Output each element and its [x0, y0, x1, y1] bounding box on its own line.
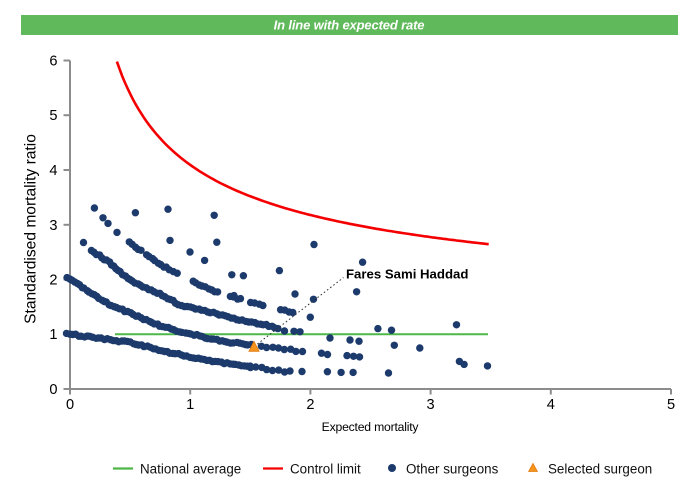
svg-text:5: 5: [49, 108, 57, 124]
svg-text:0: 0: [66, 397, 74, 413]
svg-text:0: 0: [49, 382, 57, 398]
svg-text:4: 4: [49, 163, 57, 179]
svg-text:In line with expected rate: In line with expected rate: [274, 18, 425, 33]
svg-text:National average: National average: [140, 462, 241, 477]
svg-text:2: 2: [306, 397, 314, 413]
svg-text:Other surgeons: Other surgeons: [406, 462, 499, 477]
svg-text:5: 5: [667, 397, 675, 413]
svg-text:3: 3: [427, 397, 435, 413]
svg-text:1: 1: [49, 327, 57, 343]
svg-text:Expected mortality: Expected mortality: [322, 420, 420, 434]
svg-text:2: 2: [49, 273, 57, 289]
svg-text:Fares Sami Haddad: Fares Sami Haddad: [346, 266, 468, 281]
svg-text:Standardised mortality ratio: Standardised mortality ratio: [23, 134, 40, 324]
svg-text:Control limit: Control limit: [290, 462, 361, 477]
svg-text:Selected surgeon: Selected surgeon: [548, 462, 652, 477]
svg-text:4: 4: [547, 397, 555, 413]
svg-text:3: 3: [49, 218, 57, 234]
svg-text:1: 1: [186, 397, 194, 413]
svg-text:6: 6: [49, 54, 57, 70]
